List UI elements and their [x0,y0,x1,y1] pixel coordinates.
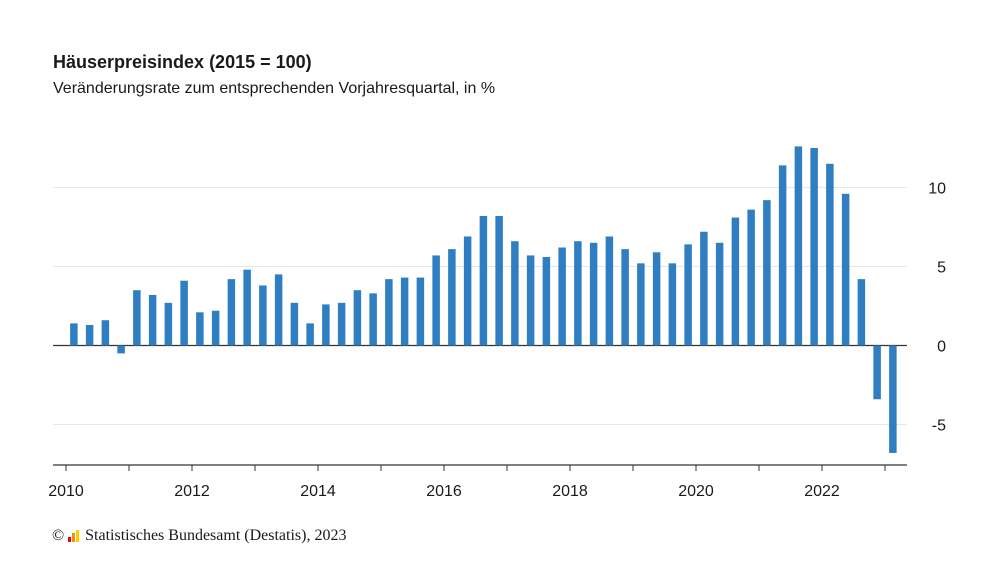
bar: 2022 Q3: 4.2 [857,279,866,346]
y-tick-label: 10 [928,181,946,198]
bar: 2011 Q2: 3.2 [148,294,157,346]
bar: 2010 Q3: 1.6 [101,320,110,346]
bar: 2012 Q3: 4.2 [227,279,236,346]
bar: 2016 Q3: 8.2 [479,215,488,346]
bar: 2022 Q2: 9.6 [841,193,850,346]
x-tick-label: 2012 [174,483,210,500]
bar: 2017 Q3: 5.6 [542,257,551,346]
bar: 2017 Q4: 6.2 [558,247,566,346]
bar: 2015 Q1: 4.2 [385,279,393,346]
bar: 2020 Q1: 7.2 [700,231,708,346]
bar: 2013 Q3: 2.7 [290,302,299,346]
bar: 2017 Q2: 5.7 [526,255,535,346]
bar: 2020 Q3: 8.1 [731,217,740,346]
bar: 2023 Q1: -6.8 [889,345,897,453]
chart-subtitle: Veränderungsrate zum entsprechenden Vorj… [53,80,496,97]
bar: 2020 Q2: 6.5 [715,242,724,346]
logo-bar-red [68,537,72,542]
bar: 2016 Q4: 8.2 [495,215,503,346]
bar: 2018 Q2: 6.5 [589,242,598,346]
x-tick-label: 2010 [48,483,84,500]
bar: 2015 Q2: 4.3 [400,277,409,346]
y-axis-labels: -5 0 5 10 [928,181,946,435]
bar: 2010 Q4: -0.5 [117,345,125,354]
x-tick-label: 2014 [300,483,336,500]
bar: 2019 Q1: 5.2 [637,263,645,346]
bar: 2014 Q3: 3.5 [353,290,362,346]
bar: 2013 Q1: 3.8 [259,285,267,346]
bar: 2015 Q3: 4.3 [416,277,425,346]
bar: 2011 Q4: 4.1 [180,280,188,346]
logo-bar-orange [72,533,76,542]
x-tick-label: 2016 [426,483,462,500]
bar: 2019 Q4: 6.4 [684,244,692,346]
bar: 2020 Q4: 8.6 [747,209,755,346]
bar: 2022 Q1: 11.5 [826,163,834,346]
bar: 2019 Q3: 5.2 [668,263,677,346]
bar: 2010 Q2: 1.3 [85,324,94,346]
bar: 2012 Q2: 2.2 [211,310,220,346]
source-text: Statistisches Bundesamt (Destatis), 2023 [85,527,347,544]
logo-bar-yellow [76,530,80,542]
bar: 2011 Q3: 2.7 [164,302,173,346]
bar: 2017 Q1: 6.6 [511,241,519,346]
bar: 2016 Q2: 6.9 [463,236,472,346]
bar: 2012 Q4: 4.8 [243,269,251,346]
x-axis: 2010 2012 2014 2016 2018 2020 2022 [48,464,907,500]
bar: 2021 Q3: 12.6 [794,146,803,346]
bar: 2018 Q4: 6.1 [621,249,629,346]
bar: 2019 Q2: 5.9 [652,252,661,346]
source-footer: © Statistisches Bundesamt (Destatis), 20… [52,527,346,545]
x-tick-label: 2018 [552,483,588,500]
bar: 2021 Q2: 11.4 [778,165,787,346]
bar: 2013 Q2: 4.5 [274,274,283,346]
chart-title: Häuserpreisindex (2015 = 100) [53,52,312,72]
bar: 2014 Q1: 2.6 [322,304,330,346]
bar: 2021 Q4: 12.5 [810,148,818,346]
y-tick-label: -5 [932,418,946,435]
bar: 2010 Q1: 1.4 [70,323,78,346]
bar: 2018 Q3: 6.9 [605,236,614,346]
bar: 2015 Q4: 5.7 [432,255,440,346]
bar: 2022 Q4: -3.4 [873,345,881,400]
bar: 2018 Q1: 6.6 [574,241,582,346]
bar: 2011 Q1: 3.5 [133,290,141,346]
bars: 2010 Q1: 1.4 2010 Q2: 1.3 2010 Q3: 1.6 2010… [70,146,897,453]
x-tick-label: 2020 [678,483,714,500]
bar: 2021 Q1: 9.2 [763,200,771,346]
y-tick-label: 5 [937,260,946,277]
bar: 2014 Q4: 3.3 [369,293,377,346]
destatis-logo-icon [68,530,80,542]
bar: 2014 Q2: 2.7 [337,302,346,346]
x-tick-label: 2022 [804,483,840,500]
copyright-symbol: © [52,527,65,544]
bar: 2016 Q1: 6.1 [448,249,456,346]
bar: 2013 Q4: 1.4 [306,323,314,346]
bar: 2012 Q1: 2.1 [196,312,204,346]
y-tick-label: 0 [937,339,946,356]
